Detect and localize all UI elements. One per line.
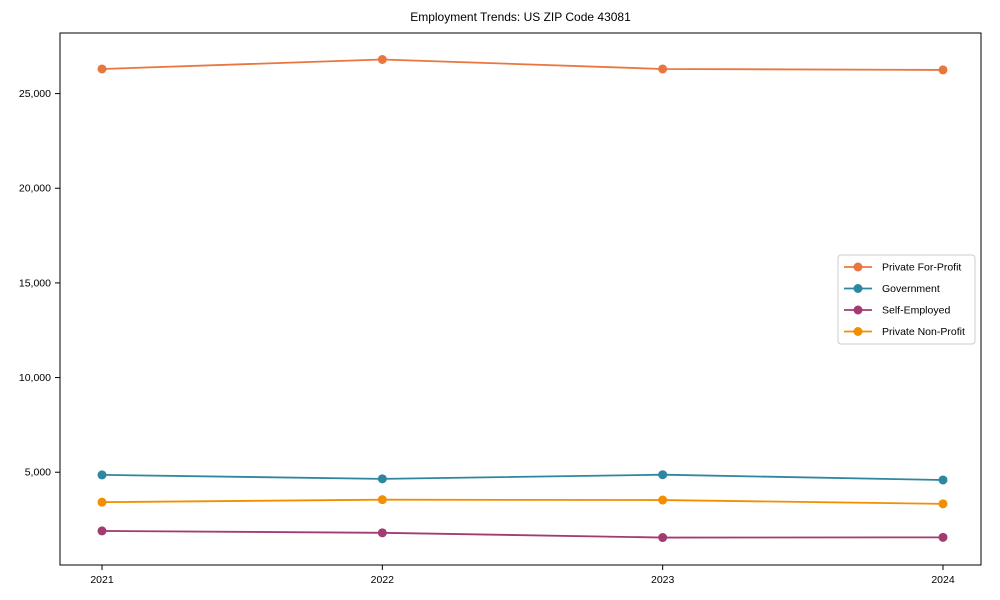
data-point-marker — [97, 497, 107, 507]
data-point-marker — [97, 470, 107, 480]
data-point-marker — [377, 55, 387, 65]
x-tick-label: 2023 — [651, 574, 675, 586]
series-line — [101, 530, 944, 539]
series-line — [101, 498, 944, 505]
data-point-marker — [938, 65, 948, 75]
data-point-marker — [938, 532, 948, 542]
data-point-marker — [938, 475, 948, 485]
data-point-marker — [658, 64, 668, 74]
series-line — [101, 58, 944, 71]
y-tick-label: 20,000 — [19, 183, 51, 195]
data-point-marker — [377, 495, 387, 505]
y-tick-label: 10,000 — [19, 372, 51, 384]
chart-title: Employment Trends: US ZIP Code 43081 — [410, 10, 631, 24]
legend-label: Private Non-Profit — [882, 326, 965, 338]
legend-label: Self-Employed — [882, 305, 950, 317]
legend: Private For-Profit Government Self-Employe… — [837, 254, 976, 345]
data-point-marker — [658, 495, 668, 505]
legend-box — [837, 254, 976, 345]
data-point-marker — [97, 64, 107, 74]
plot-border — [59, 32, 982, 566]
data-point-marker — [97, 526, 107, 536]
y-tick-label: 25,000 — [19, 88, 51, 100]
legend-marker — [853, 305, 863, 315]
series-line — [101, 473, 944, 481]
data-point-marker — [377, 474, 387, 484]
legend-marker — [853, 262, 863, 272]
x-tick-label: 2021 — [90, 574, 114, 586]
data-point-marker — [658, 470, 668, 480]
data-point-marker — [658, 533, 668, 543]
legend-marker — [853, 327, 863, 336]
data-point-marker — [938, 499, 948, 509]
legend-label: Private For-Profit — [882, 262, 961, 274]
x-tick-label: 2024 — [931, 574, 955, 586]
legend-label: Government — [882, 283, 940, 295]
x-tick-label: 2022 — [371, 574, 395, 586]
y-tick-label: 15,000 — [19, 277, 51, 289]
data-point-marker — [377, 528, 387, 538]
y-tick-label: 5,000 — [25, 467, 51, 479]
legend-marker — [853, 284, 863, 293]
